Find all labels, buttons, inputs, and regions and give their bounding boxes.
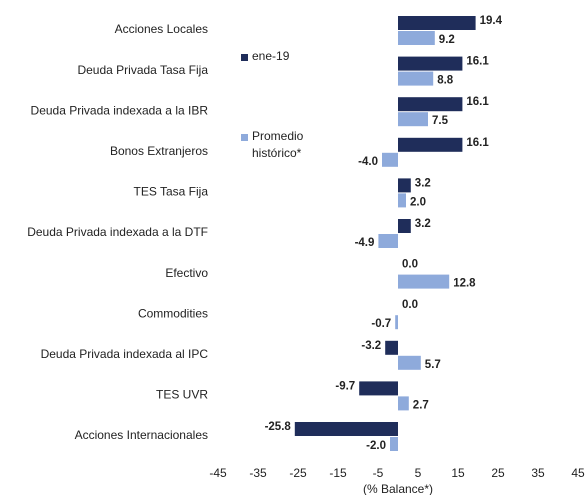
bar: [398, 16, 476, 30]
bar: [398, 56, 463, 71]
y-tick-label: Acciones Internacionales: [75, 428, 208, 442]
y-tick-label: Deuda Privada indexada a la DTF: [27, 225, 208, 239]
value-label: 0.0: [402, 259, 418, 271]
bar: [398, 112, 428, 127]
bar: [398, 193, 406, 208]
bar: [398, 71, 434, 86]
value-label: 12.8: [453, 278, 476, 290]
legend-swatch: [241, 54, 248, 61]
value-label: 0.0: [402, 299, 418, 311]
y-tick-label: Deuda Privada indexada al IPC: [41, 347, 209, 361]
legend-label: Promedio histórico*: [252, 129, 304, 160]
value-label: 19.4: [480, 15, 503, 27]
value-label: 16.1: [466, 137, 489, 149]
bar: [398, 31, 435, 45]
y-tick-label: Acciones Locales: [115, 22, 208, 36]
x-tick-label: 25: [491, 466, 505, 480]
value-label: -2.0: [366, 440, 386, 452]
bar: [294, 422, 398, 436]
y-tick-label: Deuda Privada Tasa Fija: [77, 63, 208, 77]
bar: [398, 274, 450, 289]
legend-label: ene-19: [252, 49, 290, 63]
bar: [390, 437, 398, 451]
y-tick-label: Commodities: [138, 306, 208, 320]
value-label: 5.7: [425, 359, 441, 371]
y-tick-label: Bonos Extranjeros: [110, 144, 208, 158]
value-label: 16.1: [466, 96, 489, 108]
value-label: -9.7: [335, 380, 355, 392]
bar: [378, 234, 398, 248]
value-label: -25.8: [265, 421, 292, 433]
x-tick-label: -35: [249, 466, 267, 480]
bar: [398, 396, 409, 411]
value-label: 8.8: [437, 75, 454, 87]
bar: [398, 355, 421, 370]
x-tick-label: 5: [415, 466, 422, 480]
x-tick-label: -25: [289, 466, 307, 480]
value-label: 2.7: [413, 399, 429, 411]
bar: [359, 381, 398, 396]
y-tick-label: TES Tasa Fija: [134, 185, 209, 199]
bar: [398, 178, 411, 193]
y-tick-label: Efectivo: [165, 266, 208, 280]
bar: [395, 315, 398, 330]
y-tick-label: Deuda Privada indexada a la IBR: [31, 103, 209, 117]
x-tick-label: 45: [571, 466, 585, 480]
x-tick-label: 15: [451, 466, 465, 480]
legend-swatch: [241, 134, 248, 141]
value-label: 3.2: [415, 218, 431, 230]
value-label: 3.2: [415, 177, 431, 189]
value-label: 9.2: [439, 34, 455, 46]
x-tick-label: -15: [329, 466, 347, 480]
value-label: -4.9: [355, 237, 375, 249]
value-label: -0.7: [371, 318, 391, 330]
x-tick-label: 35: [531, 466, 545, 480]
value-label: -4.0: [358, 156, 378, 168]
bar: [398, 137, 463, 152]
value-label: 7.5: [432, 115, 449, 127]
bar: [398, 219, 411, 233]
x-axis-label: (% Balance*): [363, 482, 433, 495]
x-tick-label: -5: [373, 466, 384, 480]
bar: [385, 340, 398, 355]
y-tick-label: TES UVR: [156, 388, 208, 402]
value-label: 16.1: [466, 56, 489, 68]
value-label: -3.2: [361, 340, 381, 352]
bar: [382, 152, 398, 167]
bar: [398, 97, 463, 112]
value-label: 2.0: [410, 196, 426, 208]
x-tick-label: -45: [209, 466, 227, 480]
